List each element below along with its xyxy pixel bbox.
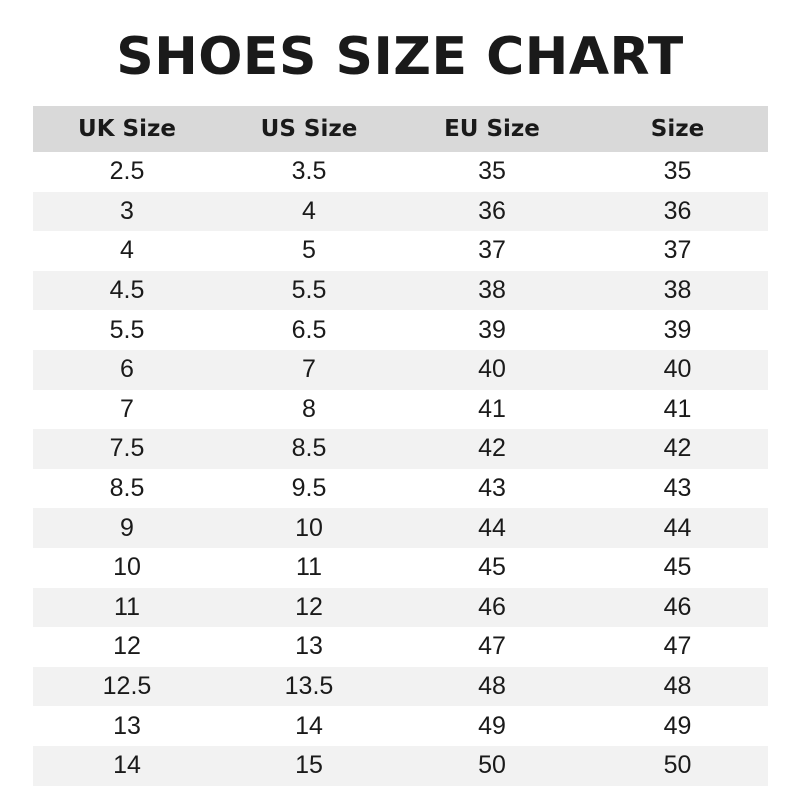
table-row: 7 8 41 41 [33, 390, 768, 430]
table-cell: 38 [478, 276, 506, 305]
table-cell: 42 [478, 434, 506, 463]
table-cell: 5.5 [291, 276, 327, 305]
table-cell: 44 [478, 513, 506, 542]
table-row: 12.5 13.5 48 48 [33, 666, 768, 707]
table-cell: 5.5 [109, 315, 145, 344]
table-row: 3 4 36 36 [33, 191, 768, 232]
table-row: 4.5 5.5 38 38 [33, 270, 768, 311]
table-cell: 47 [478, 632, 506, 661]
table-cell: 4 [302, 196, 316, 225]
table-row: 12 13 47 47 [33, 627, 768, 667]
table-cell: 7 [302, 355, 316, 384]
table-cell: 35 [478, 157, 506, 186]
table-cell: 4 [120, 236, 134, 265]
table-row: 7.5 8.5 42 42 [33, 429, 768, 469]
table-row: 6 7 40 40 [33, 349, 768, 390]
table-row: 11 12 46 46 [33, 587, 768, 628]
table-cell: 41 [478, 394, 506, 423]
table-row: 13 14 49 49 [33, 706, 768, 746]
table-cell: 13 [295, 632, 323, 661]
table-cell: 43 [663, 474, 692, 503]
column-header: Size [650, 116, 705, 142]
table-row: 8.5 9.5 43 43 [33, 469, 768, 509]
table-cell: 2.5 [109, 157, 145, 186]
table-cell: 12 [113, 632, 141, 661]
table-row: 10 11 45 45 [33, 548, 768, 588]
table-cell: 11 [114, 592, 140, 621]
table-cell: 45 [663, 553, 692, 582]
table-cell: 7.5 [109, 434, 145, 463]
table-cell: 10 [113, 553, 141, 582]
column-header: US Size [260, 116, 358, 142]
page-title: SHOES SIZE CHART [116, 27, 684, 87]
table-cell: 50 [663, 751, 692, 780]
table-cell: 35 [663, 157, 692, 186]
size-table: UK Size US Size EU Size Size 2.5 3.5 35 35 3 4 36… [33, 106, 768, 786]
table-cell: 8 [302, 394, 316, 423]
table-cell: 7 [120, 394, 134, 423]
table-cell: 36 [478, 196, 506, 225]
table-row: 4 5 37 37 [33, 231, 768, 271]
table-cell: 15 [295, 751, 323, 780]
table-cell: 42 [663, 434, 692, 463]
table-cell: 37 [478, 236, 506, 265]
table-cell: 50 [478, 751, 506, 780]
table-cell: 38 [663, 276, 692, 305]
table-cell: 45 [478, 553, 506, 582]
column-header: EU Size [444, 116, 540, 142]
table-cell: 12.5 [102, 672, 152, 701]
table-cell: 36 [663, 196, 692, 225]
table-cell: 39 [663, 315, 692, 344]
table-cell: 49 [478, 711, 506, 740]
table-cell: 48 [663, 672, 692, 701]
table-cell: 47 [663, 632, 692, 661]
table-cell: 12 [295, 592, 323, 621]
table-cell: 40 [478, 355, 506, 384]
table-cell: 46 [663, 592, 692, 621]
table-cell: 11 [296, 553, 322, 582]
table-cell: 37 [663, 236, 692, 265]
table-cell: 14 [113, 751, 141, 780]
table-row: 14 15 50 50 [33, 745, 768, 786]
table-cell: 13.5 [284, 672, 334, 701]
table-row: 5.5 6.5 39 39 [33, 310, 768, 350]
table-cell: 13 [113, 711, 141, 740]
table-row: 2.5 3.5 35 35 [33, 152, 768, 192]
table-cell: 5 [302, 236, 316, 265]
table-cell: 43 [478, 474, 506, 503]
table-cell: 10 [295, 513, 323, 542]
table-cell: 6 [120, 355, 134, 384]
table-cell: 39 [478, 315, 506, 344]
table-cell: 46 [478, 592, 506, 621]
table-cell: 3 [120, 196, 134, 225]
table-cell: 48 [478, 672, 506, 701]
table-cell: 49 [663, 711, 692, 740]
table-cell: 40 [663, 355, 692, 384]
column-header: UK Size [78, 116, 176, 142]
table-cell: 8.5 [109, 474, 145, 503]
table-cell: 41 [663, 394, 692, 423]
table-cell: 9.5 [291, 474, 327, 503]
table-row: 9 10 44 44 [33, 508, 768, 548]
table-cell: 9 [120, 513, 134, 542]
table-cell: 6.5 [291, 315, 327, 344]
table-cell: 8.5 [291, 434, 327, 463]
table-cell: 44 [663, 513, 692, 542]
table-cell: 4.5 [109, 276, 145, 305]
table-cell: 3.5 [291, 157, 327, 186]
table-header: UK Size US Size EU Size Size [33, 106, 768, 152]
table-cell: 14 [295, 711, 323, 740]
